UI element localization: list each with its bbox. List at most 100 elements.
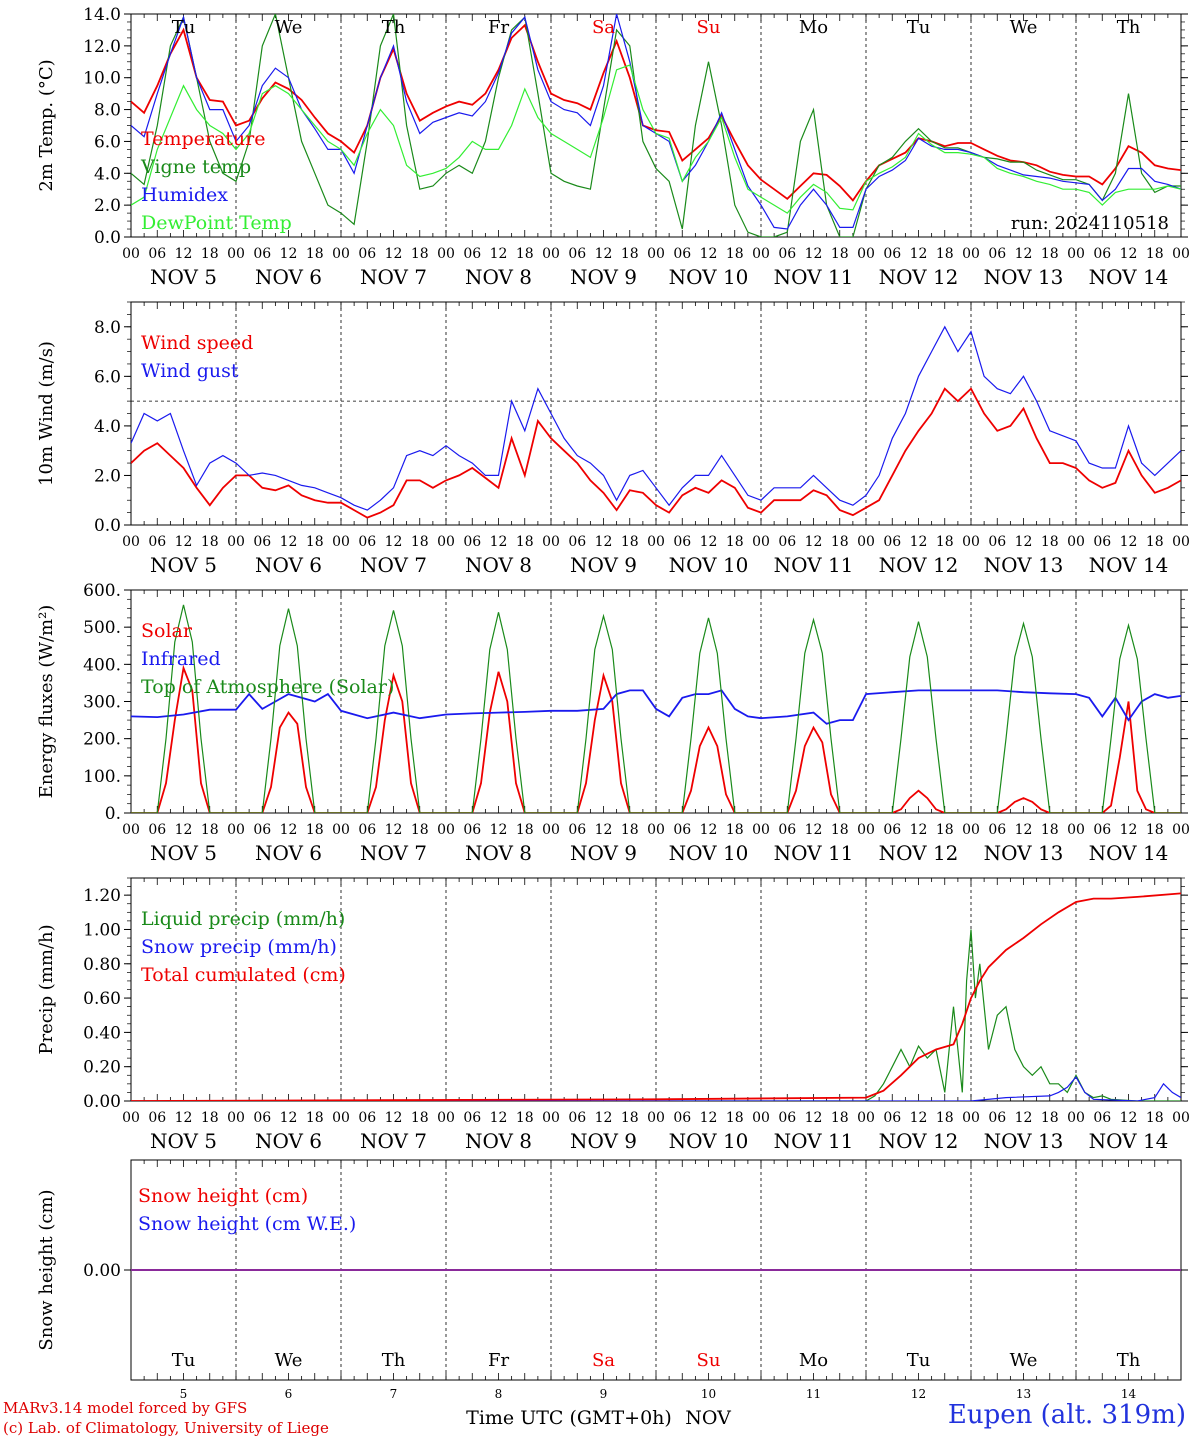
date-label: NOV 14: [1089, 553, 1169, 577]
x-tick-label: 18: [621, 1110, 639, 1126]
x-tick-label: 06: [358, 1110, 376, 1126]
x-tick-label: 18: [201, 822, 219, 838]
x-tick-label: 00: [332, 822, 350, 838]
date-label: NOV 10: [669, 553, 749, 577]
x-tick-label: 00: [857, 534, 875, 550]
x-tick-label: 18: [306, 534, 324, 550]
x-tick-label: 00: [227, 246, 245, 262]
date-label: NOV 12: [879, 1129, 959, 1153]
x-tick-label: 18: [726, 246, 744, 262]
date-label: NOV 5: [150, 265, 217, 289]
y-tick-label: 0.20: [83, 1058, 121, 1078]
x-tick-label: 00: [962, 246, 980, 262]
x-tick-label: 12: [175, 246, 193, 262]
x-tick-label: 12: [805, 534, 823, 550]
x-tick-label: 00: [752, 534, 770, 550]
x-tick-label: 06: [883, 246, 901, 262]
day-name: Sa: [592, 17, 615, 38]
date-label: NOV 8: [465, 265, 532, 289]
legend-entry: Liquid precip (mm/h): [141, 908, 345, 930]
x-tick-label: 12: [385, 822, 403, 838]
date-label: NOV 10: [669, 265, 749, 289]
day-name: Tu: [172, 17, 196, 38]
panel-5: 0.00 Snow height (cm) Snow height (cm) Snow…: [36, 1159, 1188, 1429]
day-name: We: [275, 1350, 303, 1371]
panel-1: 0.0 2.0 4.0 6.0 8.0 10.0 12.0 14.0 2m Temp. (°C)…: [36, 5, 1190, 289]
y-tick-label: 0.80: [83, 955, 121, 975]
x-tick-label: 12: [805, 1110, 823, 1126]
x-tick-label: 00: [122, 246, 140, 262]
series-line-infrared: [131, 689, 1181, 725]
x-tick-label: 06: [463, 534, 481, 550]
x-tick-label: 00: [1067, 1110, 1085, 1126]
panel-2: 0.0 2.0 4.0 6.0 8.0 10m Wind (m/s) Wind speed W…: [36, 301, 1190, 577]
day-number: 5: [180, 1387, 188, 1401]
date-label: NOV 11: [774, 553, 854, 577]
x-tick-label: 00: [647, 822, 665, 838]
y-tick-label: 0.40: [83, 1023, 121, 1043]
x-tick-label: 12: [595, 822, 613, 838]
x-axis-label: Time UTC (GMT+0h): [466, 1407, 672, 1429]
day-name: Th: [382, 17, 406, 38]
x-tick-label: 06: [673, 246, 691, 262]
day-number: 7: [390, 1387, 398, 1401]
y-tick-label: 6.0: [94, 132, 121, 152]
x-tick-label: 00: [857, 246, 875, 262]
date-label: NOV 5: [150, 1129, 217, 1153]
x-tick-label: 12: [1015, 1110, 1033, 1126]
series-line-total-cumulated-cm-: [131, 892, 1181, 1101]
x-tick-label: 06: [253, 822, 271, 838]
day-number: 9: [600, 1387, 608, 1401]
x-tick-label: 18: [516, 822, 534, 838]
x-tick-label: 12: [805, 246, 823, 262]
y-tick-label: 400.: [83, 655, 121, 675]
y-tick-label: 8.0: [94, 318, 121, 338]
x-tick-label: 06: [148, 1110, 166, 1126]
date-label: NOV 6: [255, 265, 322, 289]
series-line-temperature: [131, 23, 1181, 202]
x-tick-label: 00: [1067, 246, 1085, 262]
series-line-vigne-temp: [131, 14, 1181, 237]
date-label: NOV 10: [669, 1129, 749, 1153]
x-tick-label: 06: [568, 1110, 586, 1126]
x-tick-label: 18: [621, 534, 639, 550]
x-tick-label: 00: [1067, 534, 1085, 550]
x-tick-label: 12: [490, 246, 508, 262]
x-tick-label: 00: [437, 1110, 455, 1126]
day-name: Tu: [907, 17, 931, 38]
x-tick-label: 18: [411, 246, 429, 262]
x-tick-label: 00: [962, 822, 980, 838]
x-tick-label: 12: [1120, 1110, 1138, 1126]
day-name: Su: [697, 1350, 721, 1371]
date-label: NOV 7: [360, 265, 427, 289]
y-axis-label: Snow height (cm): [36, 1189, 57, 1350]
day-name: We: [1010, 1350, 1038, 1371]
x-tick-label: 12: [385, 1110, 403, 1126]
x-tick-label: 06: [883, 822, 901, 838]
day-name: Th: [1117, 1350, 1141, 1371]
series-line-top-of-atmosphere-solar-: [131, 604, 1181, 813]
x-tick-label: 18: [306, 1110, 324, 1126]
x-tick-label: 18: [1041, 822, 1059, 838]
x-tick-label: 06: [253, 246, 271, 262]
x-tick-label: 06: [568, 534, 586, 550]
x-tick-label: 00: [332, 534, 350, 550]
legend-entry: Wind speed: [141, 332, 253, 354]
y-tick-label: 8.0: [94, 101, 121, 121]
x-tick-label: 06: [778, 534, 796, 550]
x-tick-label: 00: [542, 1110, 560, 1126]
x-tick-label: 06: [988, 822, 1006, 838]
day-name: Su: [697, 17, 721, 38]
x-tick-label: 00: [1172, 1110, 1190, 1126]
x-tick-label: 00: [962, 534, 980, 550]
x-tick-label: 12: [700, 246, 718, 262]
x-tick-label: 00: [437, 246, 455, 262]
day-name: Mo: [799, 1350, 828, 1371]
x-tick-label: 00: [1067, 822, 1085, 838]
date-label: NOV 7: [360, 841, 427, 865]
y-tick-label: 0.60: [83, 989, 121, 1009]
x-tick-label: 06: [358, 246, 376, 262]
x-tick-label: 12: [595, 1110, 613, 1126]
day-name: We: [275, 17, 303, 38]
